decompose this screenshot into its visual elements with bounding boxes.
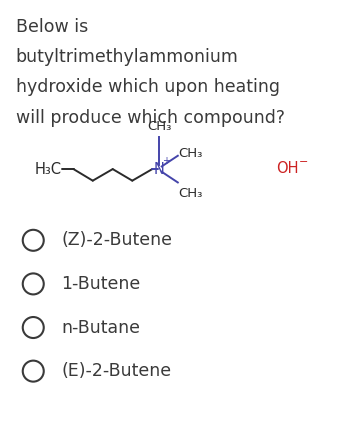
Text: Below is: Below is — [16, 18, 88, 36]
Text: hydroxide which upon heating: hydroxide which upon heating — [16, 78, 280, 96]
Text: CH₃: CH₃ — [147, 121, 172, 134]
Text: 1-Butene: 1-Butene — [61, 275, 140, 293]
Text: n-Butane: n-Butane — [61, 319, 140, 336]
Text: −: − — [299, 157, 309, 166]
Text: OH: OH — [276, 161, 299, 176]
Text: CH₃: CH₃ — [178, 146, 203, 160]
Text: (Z)-2-Butene: (Z)-2-Butene — [61, 231, 172, 249]
Text: H₃C: H₃C — [34, 162, 61, 177]
Text: will produce which compound?: will produce which compound? — [16, 109, 285, 126]
Text: N: N — [154, 162, 165, 177]
Text: butyltrimethylammonium: butyltrimethylammonium — [16, 48, 239, 66]
Text: +: + — [162, 156, 170, 166]
Text: CH₃: CH₃ — [178, 187, 203, 200]
Text: (E)-2-Butene: (E)-2-Butene — [61, 362, 172, 380]
